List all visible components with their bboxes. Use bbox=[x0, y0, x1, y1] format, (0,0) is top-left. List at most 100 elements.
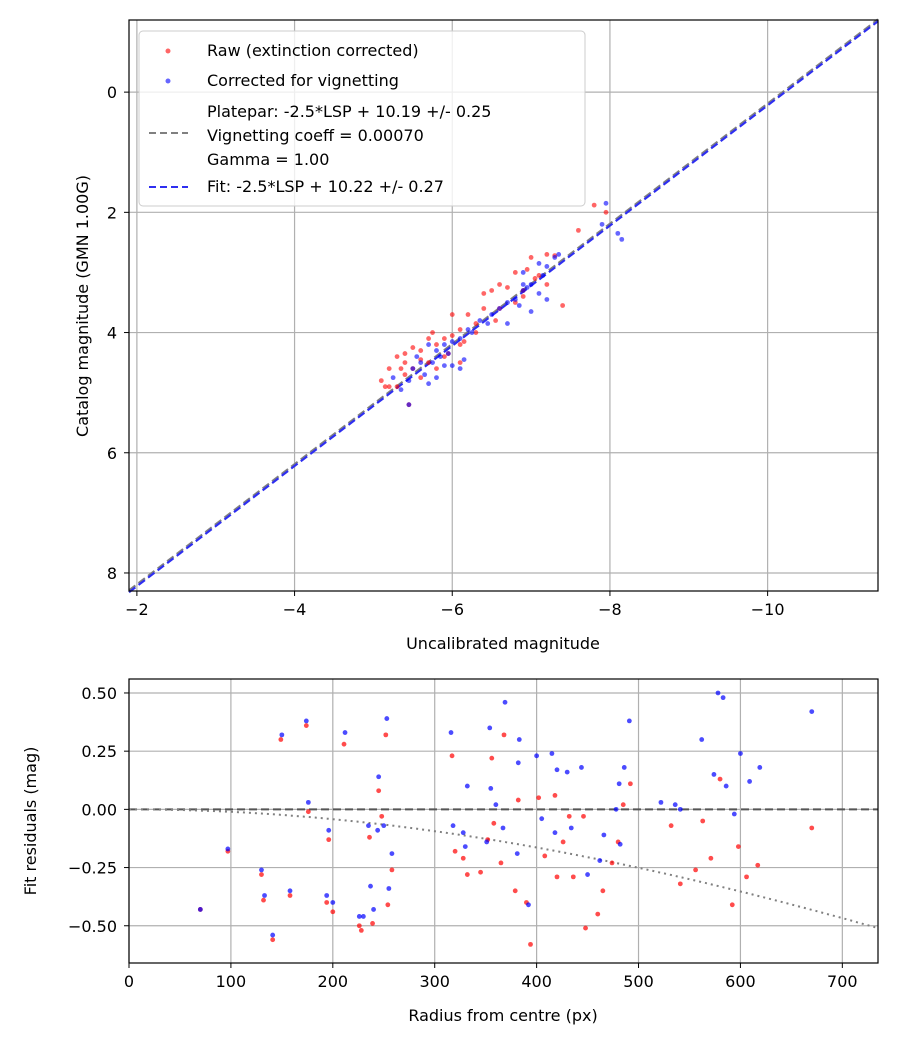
raw-residual-point bbox=[620, 802, 626, 808]
raw-residual-point bbox=[512, 888, 518, 894]
raw-point bbox=[457, 360, 463, 365]
corrected-residual-point bbox=[526, 902, 531, 908]
corrected-point bbox=[528, 309, 534, 314]
corrected-residual-point bbox=[616, 781, 622, 787]
raw-point bbox=[434, 366, 439, 372]
corrected-residual-point bbox=[568, 825, 574, 831]
corrected-residual-point bbox=[381, 823, 387, 829]
raw-residual-point bbox=[261, 897, 266, 903]
raw-point bbox=[402, 372, 408, 378]
corrected-residual-point bbox=[738, 751, 743, 756]
raw-residual-point bbox=[554, 874, 560, 880]
legend-raw-label: Raw (extinction corrected) bbox=[207, 41, 419, 60]
corrected-residual-point bbox=[564, 769, 570, 775]
raw-residual-point bbox=[609, 860, 615, 866]
corrected-residual-point bbox=[539, 816, 545, 822]
legend-corrected-marker bbox=[165, 78, 171, 84]
legend-box bbox=[138, 30, 586, 207]
raw-residual-point bbox=[528, 941, 533, 947]
corrected-point bbox=[434, 375, 439, 381]
legend-platepar-label: Platepar: -2.5*LSP + 10.19 +/- 0.25 Vigne… bbox=[207, 102, 491, 169]
corrected-point bbox=[449, 363, 455, 369]
corrected-point bbox=[426, 381, 431, 387]
raw-point bbox=[410, 345, 416, 350]
raw-point bbox=[591, 202, 597, 208]
residuals-plot-xtick-label: 300 bbox=[419, 972, 450, 991]
raw-residual-point bbox=[379, 813, 385, 819]
corrected-point bbox=[441, 363, 447, 369]
corrected-point bbox=[520, 282, 526, 287]
corrected-residual-point bbox=[448, 730, 454, 735]
magnitude-plot-points bbox=[378, 200, 625, 408]
residuals-plot-xtick-label: 600 bbox=[725, 972, 756, 991]
raw-point bbox=[386, 366, 392, 372]
raw-residual-point bbox=[385, 902, 391, 908]
corrected-residual-point bbox=[658, 799, 664, 805]
corrected-point bbox=[544, 264, 550, 269]
raw-residual-point bbox=[501, 732, 507, 738]
corrected-residual-point bbox=[549, 751, 555, 756]
corrected-residual-point bbox=[197, 907, 203, 912]
corrected-point bbox=[410, 366, 416, 372]
residuals-plot-lines bbox=[129, 808, 879, 930]
corrected-point bbox=[536, 291, 542, 296]
raw-residual-point bbox=[627, 781, 633, 787]
corrected-point bbox=[528, 282, 534, 287]
corrected-residual-point bbox=[360, 914, 366, 919]
raw-point bbox=[394, 354, 400, 359]
corrected-point bbox=[520, 270, 526, 275]
raw-point bbox=[520, 294, 526, 299]
corrected-residual-point bbox=[386, 886, 392, 891]
raw-residual-point bbox=[600, 888, 606, 894]
raw-point bbox=[473, 330, 479, 335]
corrected-point bbox=[536, 261, 542, 266]
corrected-point bbox=[441, 342, 447, 347]
corrected-residual-point bbox=[621, 765, 627, 770]
magnitude-plot-xtick-label: −10 bbox=[751, 600, 785, 619]
corrected-residual-point bbox=[279, 732, 285, 738]
raw-residual-point bbox=[755, 862, 761, 868]
residuals-plot-ytick-label: 0.50 bbox=[81, 684, 117, 703]
corrected-residual-point bbox=[672, 802, 678, 808]
raw-residual-point bbox=[376, 788, 382, 794]
residuals-plot-frame bbox=[128, 678, 879, 964]
corrected-residual-point bbox=[534, 753, 540, 759]
raw-residual-point bbox=[729, 902, 735, 908]
raw-residual-point bbox=[542, 853, 548, 859]
corrected-residual-point bbox=[554, 767, 560, 773]
corrected-residual-point bbox=[601, 832, 607, 838]
corrected-point bbox=[398, 387, 404, 393]
corrected-point bbox=[406, 402, 412, 408]
corrected-residual-point bbox=[502, 699, 508, 705]
magnitude-plot-ytick-label: 2 bbox=[107, 203, 117, 222]
magnitude-plot-ytick-label: 8 bbox=[107, 564, 117, 583]
corrected-residual-point bbox=[287, 888, 293, 894]
corrected-point bbox=[489, 312, 495, 317]
residuals-plot-ytick-label: 0.25 bbox=[81, 742, 117, 761]
raw-point bbox=[457, 327, 463, 332]
corrected-point bbox=[445, 351, 451, 356]
corrected-residual-point bbox=[579, 765, 584, 770]
corrected-residual-point bbox=[356, 914, 362, 919]
corrected-residual-point bbox=[371, 907, 376, 912]
corrected-point bbox=[430, 360, 435, 365]
residuals-plot-xtick-label: 200 bbox=[318, 972, 349, 991]
corrected-point bbox=[461, 357, 467, 362]
raw-residual-point bbox=[693, 867, 698, 873]
residuals-plot-xlabel: Radius from centre (px) bbox=[408, 1006, 597, 1025]
corrected-residual-point bbox=[484, 839, 490, 845]
corrected-residual-point bbox=[613, 806, 619, 812]
raw-point bbox=[398, 366, 404, 372]
corrected-residual-point bbox=[677, 806, 683, 812]
raw-point bbox=[461, 339, 467, 344]
raw-point bbox=[532, 276, 538, 281]
residuals-plot-ytick-label: 0.00 bbox=[81, 800, 117, 819]
corrected-point bbox=[505, 321, 510, 326]
corrected-residual-point bbox=[330, 900, 336, 905]
corrected-residual-point bbox=[514, 851, 520, 856]
raw-residual-point bbox=[305, 809, 311, 815]
corrected-residual-point bbox=[462, 844, 468, 850]
corrected-residual-point bbox=[376, 774, 382, 780]
raw-residual-point bbox=[389, 867, 395, 873]
